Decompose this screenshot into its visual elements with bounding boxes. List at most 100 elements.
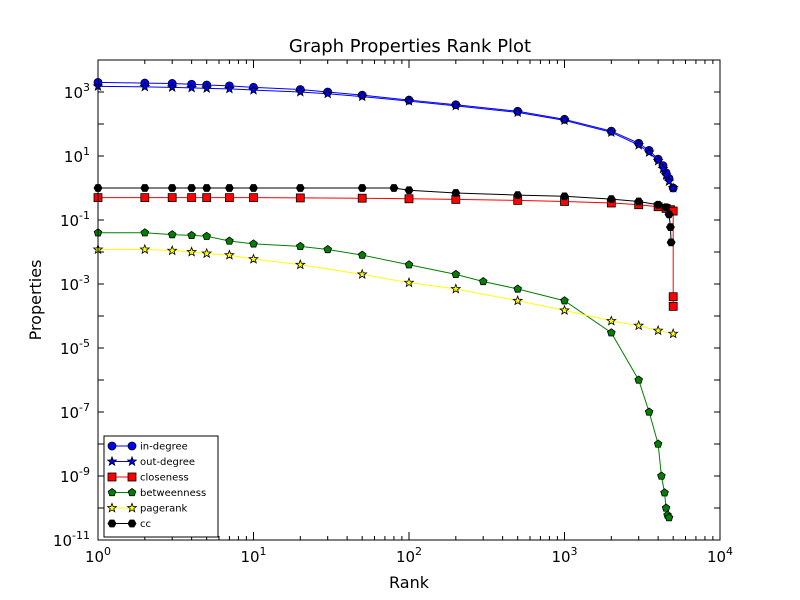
legend-label: in-degree xyxy=(140,442,188,453)
data-point-betweenness xyxy=(140,228,150,237)
legend-marker xyxy=(127,441,137,451)
data-point-betweenness xyxy=(323,244,332,254)
legend-marker xyxy=(126,502,138,513)
data-point-cc xyxy=(513,191,523,199)
legend-marker xyxy=(127,472,137,482)
data-point-pagerank xyxy=(512,294,524,306)
data-point-out-degree xyxy=(652,155,664,166)
data-point-out-degree xyxy=(512,106,524,118)
data-point-betweenness xyxy=(560,296,569,305)
data-point-closeness xyxy=(167,193,177,203)
data-point-pagerank xyxy=(652,324,664,336)
x-tick-label: 103 xyxy=(551,545,577,566)
data-point-betweenness xyxy=(607,328,616,337)
series-out-degree xyxy=(92,80,679,193)
data-point-betweenness xyxy=(664,513,674,522)
legend-marker xyxy=(107,519,117,528)
x-axis-title: Rank xyxy=(389,573,430,592)
data-point-betweenness xyxy=(513,284,522,293)
data-point-pagerank xyxy=(223,249,235,260)
data-point-out-degree xyxy=(450,100,462,111)
data-point-cc xyxy=(560,192,569,201)
data-point-out-degree xyxy=(248,84,259,95)
data-point-pagerank xyxy=(667,327,679,339)
data-point-closeness xyxy=(668,301,678,311)
data-point-cc xyxy=(389,184,399,192)
data-point-pagerank xyxy=(294,258,306,270)
data-point-out-degree xyxy=(403,95,415,106)
data-point-pagerank xyxy=(139,243,151,255)
series-betweenness xyxy=(93,228,674,522)
series-pagerank xyxy=(92,243,679,339)
data-point-closeness xyxy=(249,193,258,203)
data-point-betweenness xyxy=(249,239,258,248)
legend-label: out-degree xyxy=(140,457,195,468)
data-point-out-degree xyxy=(223,83,235,94)
data-point-out-degree xyxy=(559,114,570,126)
data-point-pagerank xyxy=(356,268,368,280)
data-point-closeness xyxy=(668,292,678,302)
legend-marker xyxy=(107,441,117,451)
data-point-closeness xyxy=(357,193,367,203)
data-point-out-degree xyxy=(643,146,655,158)
data-point-closeness xyxy=(225,193,234,203)
data-point-pagerank xyxy=(605,315,617,326)
data-point-betweenness xyxy=(225,236,234,245)
data-point-betweenness xyxy=(657,471,666,480)
data-point-betweenness xyxy=(357,250,367,259)
data-point-closeness xyxy=(202,193,212,203)
data-point-pagerank xyxy=(450,283,462,294)
data-point-betweenness xyxy=(660,488,669,497)
data-point-pagerank xyxy=(633,319,645,331)
data-point-cc xyxy=(664,210,674,219)
data-point-out-degree xyxy=(139,81,151,92)
legend-item-in-degree: in-degree xyxy=(107,441,188,453)
y-tick-label: 10-7 xyxy=(60,401,90,422)
data-point-cc xyxy=(661,203,671,212)
data-point-betweenness xyxy=(653,439,663,448)
data-point-betweenness xyxy=(634,375,643,384)
data-point-pagerank xyxy=(201,247,213,259)
data-point-cc xyxy=(167,184,177,192)
legend-item-betweenness: betweenness xyxy=(107,488,206,499)
data-point-cc xyxy=(249,184,258,192)
legend-label: cc xyxy=(140,519,151,530)
data-point-cc xyxy=(665,223,675,231)
data-point-pagerank xyxy=(403,276,415,288)
x-tick-label: 101 xyxy=(240,545,266,566)
data-point-cc xyxy=(187,184,197,192)
data-point-out-degree xyxy=(633,139,645,150)
chart-title: Graph Properties Rank Plot xyxy=(289,36,531,57)
data-point-cc xyxy=(357,184,367,192)
legend-marker xyxy=(127,488,137,497)
legend-item-closeness: closeness xyxy=(107,472,189,484)
data-point-betweenness xyxy=(202,231,211,240)
x-tick-label: 104 xyxy=(707,545,733,566)
data-point-cc xyxy=(451,189,461,197)
data-point-cc xyxy=(224,184,234,192)
x-tick-label: 100 xyxy=(85,545,111,566)
data-point-betweenness xyxy=(478,276,488,286)
data-point-betweenness xyxy=(296,241,305,251)
legend-item-pagerank: pagerank xyxy=(106,502,188,515)
data-point-out-degree xyxy=(663,175,675,187)
data-point-betweenness xyxy=(451,269,461,279)
data-point-cc xyxy=(140,184,150,192)
data-point-out-degree xyxy=(322,88,334,99)
legend-marker xyxy=(107,472,117,482)
y-tick-label: 10-3 xyxy=(60,273,90,294)
legend-marker xyxy=(126,455,138,467)
legend-marker xyxy=(106,455,118,467)
data-point-betweenness xyxy=(404,260,414,269)
data-point-pagerank xyxy=(248,253,259,264)
data-point-out-degree xyxy=(356,90,368,102)
series-cc xyxy=(93,184,676,247)
legend-item-cc: cc xyxy=(107,519,151,530)
data-point-closeness xyxy=(404,194,414,204)
data-point-out-degree xyxy=(605,126,617,137)
data-point-cc xyxy=(653,200,663,209)
data-point-pagerank xyxy=(166,244,178,256)
y-tick-label: 10-1 xyxy=(60,209,90,230)
data-point-betweenness xyxy=(167,230,177,239)
